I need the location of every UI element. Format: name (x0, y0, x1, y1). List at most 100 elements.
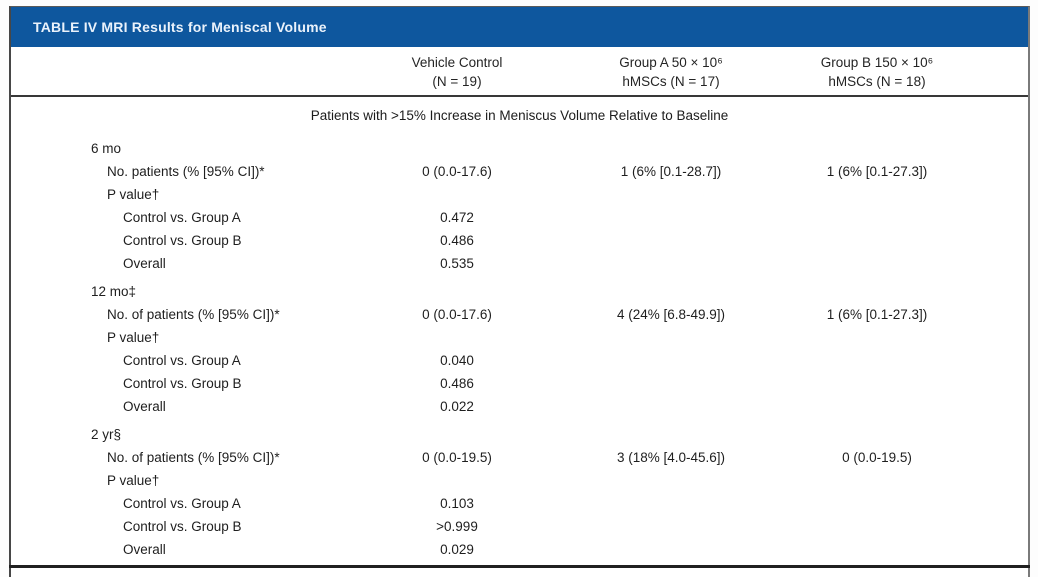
cell-value: 0 (0.0-19.5) (842, 450, 912, 465)
cell-value (351, 469, 563, 492)
cell-value (351, 326, 563, 349)
cell-value (779, 372, 975, 395)
cell-value (563, 183, 779, 206)
cell-value: 0.022 (440, 399, 474, 414)
cell-value (779, 183, 975, 206)
row-label: Control vs. Group B (123, 233, 242, 248)
table-row: P value† (11, 469, 1028, 492)
row-label: Overall (123, 256, 166, 271)
group-label: 12 mo‡ (91, 284, 137, 299)
row-label: Control vs. Group B (123, 519, 242, 534)
bottom-spacer (11, 568, 1028, 577)
table-row: Control vs. Group B 0.486 (11, 229, 1028, 252)
cell-value (563, 538, 779, 561)
row-label: P value† (107, 473, 160, 488)
table-row: Control vs. Group A 0.472 (11, 206, 1028, 229)
table-row: Control vs. Group B >0.999 (11, 515, 1028, 538)
cell-value: >0.999 (436, 519, 478, 534)
row-label: P value† (107, 187, 160, 202)
cell-empty (779, 280, 975, 303)
cell-value: 0.103 (440, 496, 474, 511)
table-row: Overall 0.535 (11, 252, 1028, 275)
group-label-row: 6 mo (11, 137, 1028, 160)
cell-value: 4 (24% [6.8-49.9]) (616, 307, 726, 322)
cell-value (351, 183, 563, 206)
cell-value (779, 229, 975, 252)
table-subtitle: Patients with >15% Increase in Meniscus … (310, 108, 729, 123)
cell-value (563, 206, 779, 229)
column-header-group-a: Group A 50 × 10⁶ hMSCs (N = 17) (563, 53, 779, 91)
cell-value: 1 (6% [0.1-27.3]) (826, 164, 928, 179)
column-header-line1: Vehicle Control (411, 55, 503, 70)
cell-value: 0.472 (440, 210, 474, 225)
group-label-row: 12 mo‡ (11, 280, 1028, 303)
cell-empty (563, 137, 779, 160)
table-row: Control vs. Group A 0.040 (11, 349, 1028, 372)
table-row: No. of patients (% [95% CI])* 0 (0.0-17.… (11, 303, 1028, 326)
row-label: Overall (123, 399, 166, 414)
cell-value: 0.535 (440, 256, 474, 271)
row-label: Overall (123, 542, 166, 557)
column-header-group-b: Group B 150 × 10⁶ hMSCs (N = 18) (779, 53, 975, 91)
table-body: Patients with >15% Increase in Meniscus … (9, 97, 1030, 577)
table-row: Control vs. Group A 0.103 (11, 492, 1028, 515)
cell-value: 0.040 (440, 353, 474, 368)
table-bottom-rule (9, 565, 1030, 568)
table-row: Control vs. Group B 0.486 (11, 372, 1028, 395)
row-label: Control vs. Group A (123, 496, 241, 511)
cell-empty (563, 423, 779, 446)
cell-value (779, 395, 975, 418)
table-row: Overall 0.022 (11, 395, 1028, 418)
cell-value: 0 (0.0-17.6) (422, 307, 492, 322)
cell-value (779, 538, 975, 561)
row-label: Control vs. Group A (123, 353, 241, 368)
cell-value (779, 349, 975, 372)
cell-value (563, 395, 779, 418)
mri-results-table: TABLE IV MRI Results for Meniscal Volume… (9, 6, 1030, 577)
cell-value (779, 206, 975, 229)
column-header-row: Vehicle Control (N = 19) Group A 50 × 10… (11, 47, 1028, 97)
table-title-bar: TABLE IV MRI Results for Meniscal Volume (11, 7, 1028, 47)
cell-value (779, 515, 975, 538)
cell-empty (351, 137, 563, 160)
cell-value: 0 (0.0-17.6) (422, 164, 492, 179)
column-header-line2: hMSCs (N = 17) (622, 74, 720, 89)
table-row: No. of patients (% [95% CI])* 0 (0.0-19.… (11, 446, 1028, 469)
row-label: No. of patients (% [95% CI])* (107, 307, 280, 322)
column-header-vehicle-control: Vehicle Control (N = 19) (351, 53, 563, 91)
column-header-line1: Group B 150 × 10⁶ (820, 55, 934, 70)
column-header-line2: hMSCs (N = 18) (828, 74, 926, 89)
row-label: P value† (107, 330, 160, 345)
row-label: Control vs. Group B (123, 376, 242, 391)
cell-value (779, 326, 975, 349)
row-label: No. patients (% [95% CI])* (107, 164, 265, 179)
cell-value (779, 492, 975, 515)
group-label: 6 mo (91, 141, 122, 156)
table-row: P value† (11, 326, 1028, 349)
table-row: No. patients (% [95% CI])* 0 (0.0-17.6) … (11, 160, 1028, 183)
table-row: P value† (11, 183, 1028, 206)
cell-value (563, 349, 779, 372)
cell-value (563, 252, 779, 275)
cell-value (779, 469, 975, 492)
cell-empty (779, 137, 975, 160)
cell-value (563, 515, 779, 538)
group-label: 2 yr§ (91, 427, 122, 442)
cell-value (563, 326, 779, 349)
table-row: Overall 0.029 (11, 538, 1028, 561)
cell-value: 0 (0.0-19.5) (422, 450, 492, 465)
cell-value: 0.486 (440, 233, 474, 248)
cell-value: 1 (6% [0.1-27.3]) (826, 307, 928, 322)
cell-value (563, 469, 779, 492)
cell-value (563, 229, 779, 252)
cell-value (563, 492, 779, 515)
cell-value (563, 372, 779, 395)
cell-value: 3 (18% [4.0-45.6]) (616, 450, 726, 465)
cell-empty (779, 423, 975, 446)
column-header-line2: (N = 19) (432, 74, 482, 89)
cell-empty (351, 423, 563, 446)
cell-value: 0.029 (440, 542, 474, 557)
cell-empty (351, 280, 563, 303)
column-header-line1: Group A 50 × 10⁶ (619, 55, 723, 70)
table-title: TABLE IV MRI Results for Meniscal Volume (33, 19, 327, 35)
